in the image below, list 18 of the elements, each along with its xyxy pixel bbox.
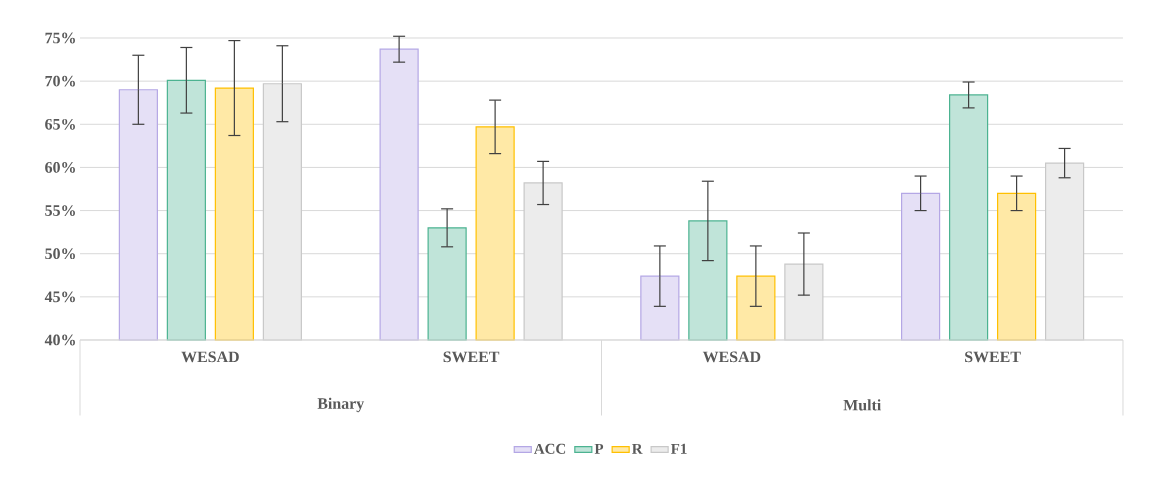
y-tick-label: 45% (44, 291, 75, 303)
y-tick-label: 50% (45, 248, 75, 260)
y-tick-label: 70% (45, 75, 75, 87)
y-tick-label: 65% (45, 118, 75, 130)
legend-label: ACC (533, 443, 566, 454)
x-tick-label: WESAD (702, 351, 761, 363)
x-tick-label: SWEET (965, 351, 1021, 363)
text: Binary (317, 397, 365, 413)
x-tick-label: WESAD (181, 351, 239, 363)
x-tick-label: SWEET (443, 351, 500, 363)
y-tick-label: 55% (45, 205, 75, 216)
legend-label: P (594, 443, 604, 454)
y-tick-label: 40% (44, 334, 75, 346)
text: Multi (843, 399, 882, 411)
legend-label: R (631, 443, 643, 454)
y-tick-label: 60% (45, 162, 75, 173)
y-tick-label: 75% (45, 32, 75, 44)
legend-label: F1 (670, 443, 687, 454)
